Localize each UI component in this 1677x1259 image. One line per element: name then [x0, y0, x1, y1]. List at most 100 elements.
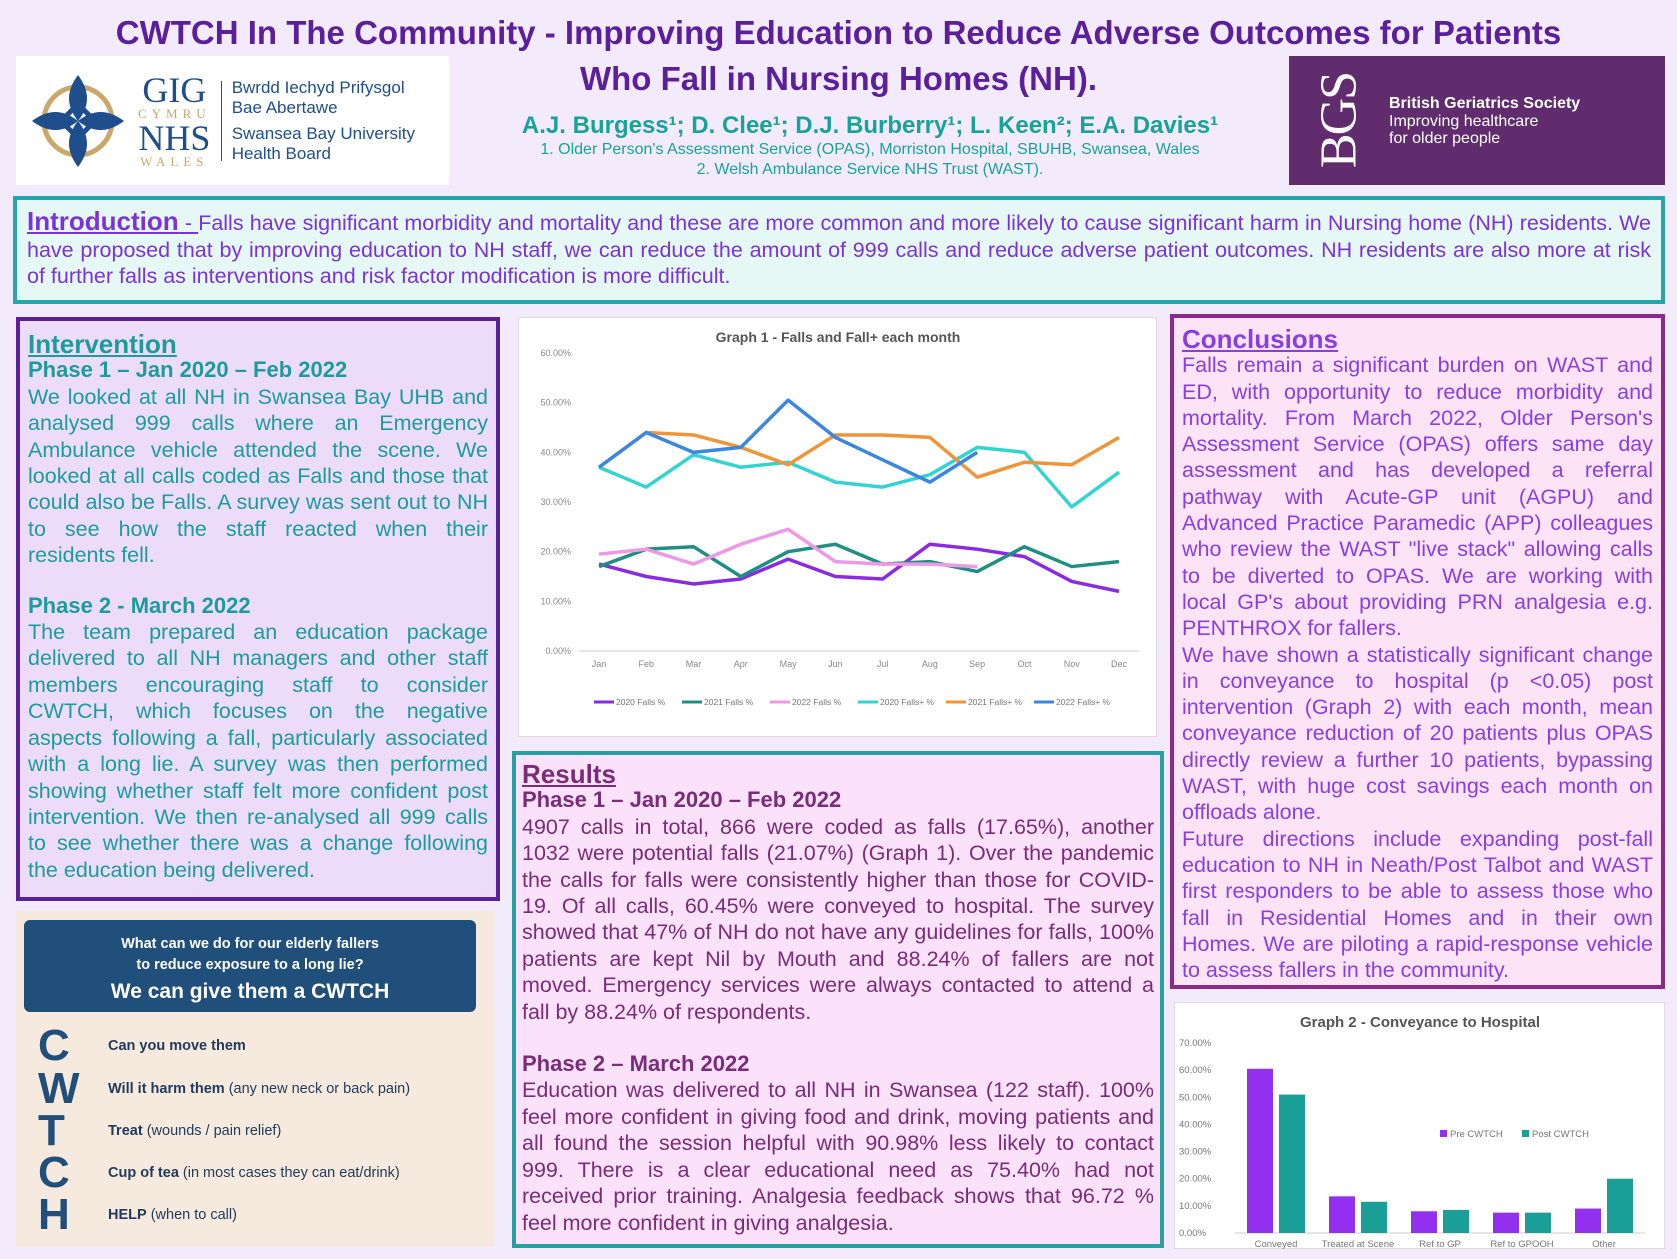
- x-tick-label: May: [780, 659, 798, 669]
- legend-swatch: [1522, 1130, 1529, 1137]
- bar-pre-cwtch: [1247, 1068, 1273, 1233]
- intervention-heading: Intervention: [28, 329, 177, 359]
- series-line-2020-falls-: [598, 542, 1120, 594]
- x-tick-label: Oct: [1017, 659, 1032, 669]
- cwtch-item-rest: (any new neck or back pain): [224, 1081, 411, 1097]
- cwtch-item: C Cup of tea (in most cases they can eat/…: [38, 1148, 400, 1198]
- legend-label: 2021 Falls %: [704, 697, 754, 707]
- legend-label: 2022 Falls %: [792, 697, 842, 707]
- bar-post-cwtch: [1525, 1212, 1551, 1233]
- nhs-wales-logo: GIG CYMRU NHS WALES Bwrdd Iechyd Prifysg…: [16, 56, 449, 185]
- legend-swatch: [1440, 1130, 1447, 1137]
- y-tick-label: 60.00%: [540, 348, 571, 358]
- y-tick-label: 40.00%: [1179, 1119, 1212, 1130]
- bar-pre-cwtch: [1329, 1196, 1355, 1233]
- cwtch-item-bold: Treat: [108, 1123, 143, 1139]
- y-tick-label: 70.00%: [1179, 1038, 1212, 1049]
- bar-pre-cwtch: [1411, 1211, 1437, 1233]
- x-tick-label: Jun: [828, 659, 843, 669]
- bgs-name: British Geriatrics Society: [1389, 94, 1581, 112]
- results-phase2-title: Phase 2 – March 2022: [522, 1051, 750, 1077]
- series-line-2021-falls-: [597, 430, 1120, 479]
- x-tick-label: Treated at Scene: [1322, 1239, 1395, 1250]
- cwtch-item: H HELP (when to call): [38, 1190, 237, 1240]
- legend-label: 2020 Falls %: [616, 697, 666, 707]
- x-tick-label: Apr: [734, 659, 748, 669]
- introduction-text: Falls have significant morbidity and mor…: [27, 211, 1651, 288]
- cwtch-item-bold: HELP: [108, 1207, 147, 1223]
- x-tick-label: Nov: [1064, 659, 1081, 669]
- results-phase1-text: 4907 calls in total, 866 were coded as f…: [522, 814, 1154, 1024]
- introduction-dash: -: [178, 211, 199, 235]
- welsh-name-2: Bae Abertawe: [231, 97, 338, 117]
- bar-post-cwtch: [1279, 1094, 1305, 1233]
- results-phase2-text: Education was delivered to all NH in Swa…: [522, 1078, 1154, 1235]
- gig-nhs-wordmark: GIG CYMRU NHS WALES: [138, 72, 211, 169]
- y-tick-label: 0.00%: [545, 646, 571, 656]
- introduction-section: Introduction - Falls have significant mo…: [13, 196, 1665, 304]
- affiliation-2: 2. Welsh Ambulance Service NHS Trust (WA…: [696, 161, 1044, 178]
- bar-post-cwtch: [1607, 1178, 1633, 1233]
- graph-1-falls-per-month: Graph 1 - Falls and Fall+ each month 0.00…: [518, 317, 1157, 737]
- line-chart: Graph 1 - Falls and Fall+ each month 0.00…: [540, 329, 1139, 707]
- intervention-section: Intervention Phase 1 – Jan 2020 – Feb 20…: [16, 317, 500, 901]
- conclusions-paragraph-1: Falls remain a significant burden on WAS…: [1182, 353, 1653, 641]
- cwtch-letter: T: [38, 1106, 65, 1155]
- bar-post-cwtch: [1361, 1201, 1387, 1233]
- title-line-2: Who Fall in Nursing Homes (NH).: [580, 60, 1097, 97]
- x-tick-label: Ref to GP: [1419, 1239, 1461, 1250]
- x-tick-label: Dec: [1111, 659, 1128, 669]
- graph-2-conveyance: Graph 2 - Conveyance to Hospital 0.00% 10.…: [1174, 1002, 1665, 1250]
- cwtch-item: T Treat (wounds / pain relief): [38, 1106, 281, 1156]
- x-tick-label: Sep: [969, 659, 985, 669]
- cwtch-banner: What can we do for our elderly fallers t…: [24, 920, 476, 1012]
- y-tick-label: 50.00%: [1179, 1092, 1212, 1103]
- english-name-1: Swansea Bay University: [231, 123, 415, 143]
- x-tick-label: Conveyed: [1255, 1239, 1298, 1250]
- bgs-monogram: BGS: [1310, 72, 1368, 169]
- bgs-tagline-2: for older people: [1389, 129, 1501, 147]
- x-tick-label: Aug: [922, 659, 938, 669]
- chart-title: Graph 1 - Falls and Fall+ each month: [716, 329, 961, 345]
- cymru-text: CYMRU: [138, 105, 211, 121]
- bgs-logo: BGS British Geriatrics Society Improving…: [1289, 56, 1665, 185]
- series-line-2021-falls-: [598, 542, 1120, 579]
- y-tick-label: 30.00%: [540, 497, 571, 507]
- cwtch-item-rest: (when to call): [146, 1207, 237, 1223]
- welsh-name-1: Bwrdd Iechyd Prifysgol: [231, 77, 405, 97]
- chart-title: Graph 2 - Conveyance to Hospital: [1300, 1014, 1540, 1031]
- intervention-phase1-title: Phase 1 – Jan 2020 – Feb 2022: [28, 357, 348, 383]
- conclusions-paragraph-3: Future directions include expanding post…: [1182, 826, 1653, 983]
- legend-label: 2020 Falls+ %: [880, 697, 935, 707]
- nhs-text: NHS: [138, 117, 211, 158]
- banner-line-2: to reduce exposure to a long lie?: [136, 957, 364, 973]
- affiliation-1: 1. Older Person's Assessment Service (OP…: [540, 141, 1200, 158]
- cwtch-item-rest: (wounds / pain relief): [142, 1123, 282, 1139]
- bar-post-cwtch: [1443, 1209, 1469, 1233]
- cwtch-letter: C: [38, 1148, 70, 1197]
- x-tick-label: Mar: [686, 659, 702, 669]
- banner-line-3: We can give them a CWTCH: [110, 980, 390, 1003]
- cwtch-item-bold: Cup of tea: [108, 1165, 179, 1181]
- legend-label: 2022 Falls+ %: [1056, 697, 1111, 707]
- intervention-phase2-title: Phase 2 - March 2022: [28, 592, 251, 618]
- cwtch-infographic: What can we do for our elderly fallers t…: [16, 911, 494, 1247]
- x-tick-label: Feb: [639, 659, 655, 669]
- y-tick-label: 10.00%: [1179, 1201, 1212, 1212]
- x-tick-label: Jul: [877, 659, 889, 669]
- x-tick-label: Ref to GPOOH: [1490, 1239, 1553, 1250]
- bar-chart: Graph 2 - Conveyance to Hospital 0.00% 10.…: [1179, 1014, 1645, 1250]
- cwtch-item: C Can you move them: [38, 1021, 246, 1071]
- title-line-1: CWTCH In The Community - Improving Educa…: [115, 14, 1562, 51]
- y-tick-label: 60.00%: [1179, 1065, 1212, 1076]
- x-tick-label: Jan: [592, 659, 607, 669]
- cwtch-item: W Will it harm them (any new neck or back…: [38, 1064, 410, 1114]
- results-section: Results Phase 1 – Jan 2020 – Feb 2022 49…: [512, 751, 1164, 1248]
- cwtch-letter: W: [38, 1064, 80, 1113]
- y-tick-label: 20.00%: [1179, 1174, 1212, 1185]
- conclusions-section: Conclusions Falls remain a significant b…: [1170, 314, 1665, 989]
- results-phase1-title: Phase 1 – Jan 2020 – Feb 2022: [522, 787, 842, 813]
- cwtch-letter: H: [38, 1190, 70, 1239]
- series-line-2020-falls-: [598, 445, 1121, 509]
- health-board-name: Bwrdd Iechyd Prifysgol Bae Abertawe Swan…: [232, 78, 415, 164]
